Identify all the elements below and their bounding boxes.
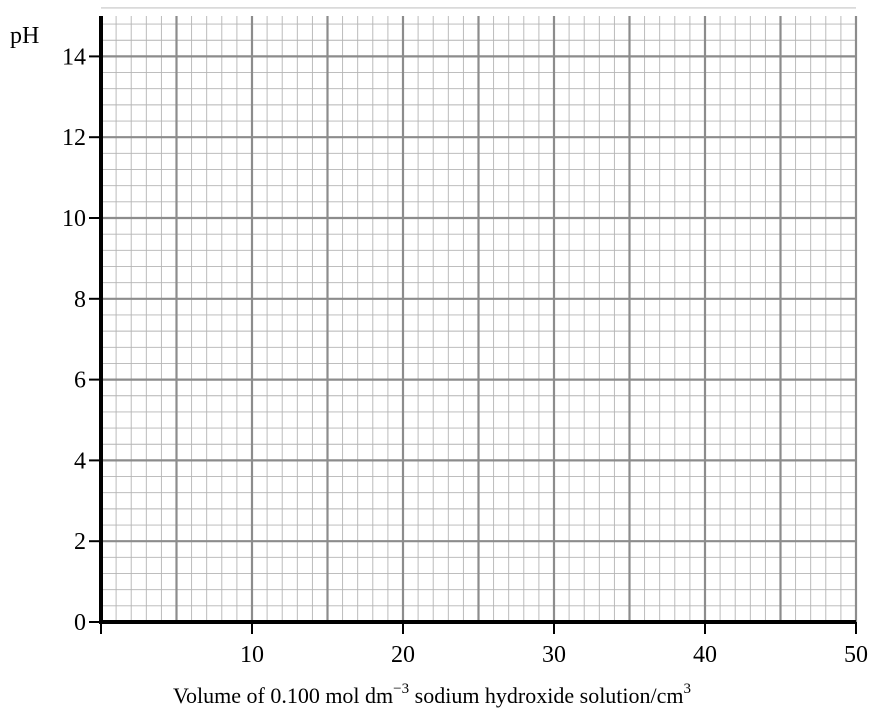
x-tick-label: 20	[391, 642, 415, 668]
tick-marks	[89, 55, 857, 634]
y-tick-label: 12	[62, 125, 86, 151]
y-tick-label: 4	[74, 448, 86, 474]
x-axis-label-middle: sodium hydroxide solution/cm	[409, 683, 683, 708]
tick-labels: 0 2 4 6 8 10 12 14 10 20 30 40 50	[62, 44, 868, 668]
x-axis-label-exponent-2: 3	[684, 681, 692, 697]
minor-grid	[101, 7, 856, 622]
axes	[99, 16, 856, 624]
x-axis-label-exponent-1: −3	[393, 681, 409, 697]
major-grid	[99, 16, 858, 624]
x-axis-label: Volume of 0.100 mol dm−3 sodium hydroxid…	[173, 681, 691, 708]
x-tick-label: 40	[693, 642, 717, 668]
y-tick-label: 6	[74, 368, 86, 394]
y-tick-label: 14	[62, 44, 86, 70]
y-tick-label: 8	[74, 287, 86, 313]
x-tick-label: 30	[542, 642, 566, 668]
x-tick-label: 10	[240, 642, 264, 668]
y-tick-label: 2	[74, 529, 86, 555]
x-tick-label: 50	[844, 642, 868, 668]
y-tick-label: 0	[74, 610, 86, 636]
y-axis-label: pH	[10, 23, 39, 49]
y-tick-label: 10	[62, 206, 86, 232]
x-axis-label-prefix: Volume of 0.100 mol dm	[173, 683, 393, 708]
